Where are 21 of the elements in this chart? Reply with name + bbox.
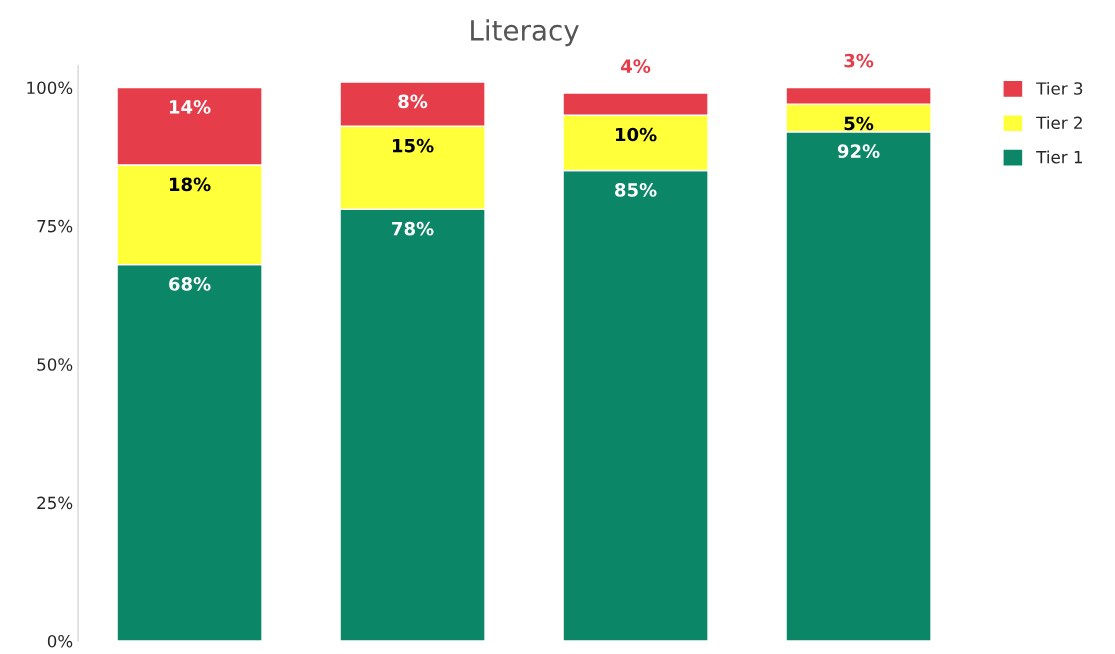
y-tick-label: 50%: [37, 358, 73, 371]
data-label: 8%: [398, 94, 428, 109]
data-label: 5%: [844, 116, 874, 131]
data-label: 15%: [392, 138, 434, 153]
data-label: 85%: [615, 183, 657, 197]
y-tick-label: 100%: [27, 81, 73, 95]
y-tick-label: 75%: [37, 219, 73, 233]
y-tick-label: 0%: [47, 634, 73, 648]
y-tick-label: 25%: [37, 496, 73, 510]
chart-title: Literacy: [471, 19, 579, 47]
legend-label: Tier 2: [1036, 116, 1082, 130]
data-label: 4%: [621, 59, 651, 73]
data-label: 3%: [844, 53, 874, 68]
data-label: 18%: [169, 177, 211, 192]
legend-label: Tier 3: [1036, 81, 1083, 95]
data-label: 10%: [615, 127, 657, 142]
legend-label: Tier 1: [1036, 150, 1082, 164]
data-label: 78%: [392, 221, 434, 236]
data-label: 68%: [169, 277, 211, 291]
data-label: 14%: [169, 100, 211, 114]
data-label: 92%: [837, 144, 880, 158]
